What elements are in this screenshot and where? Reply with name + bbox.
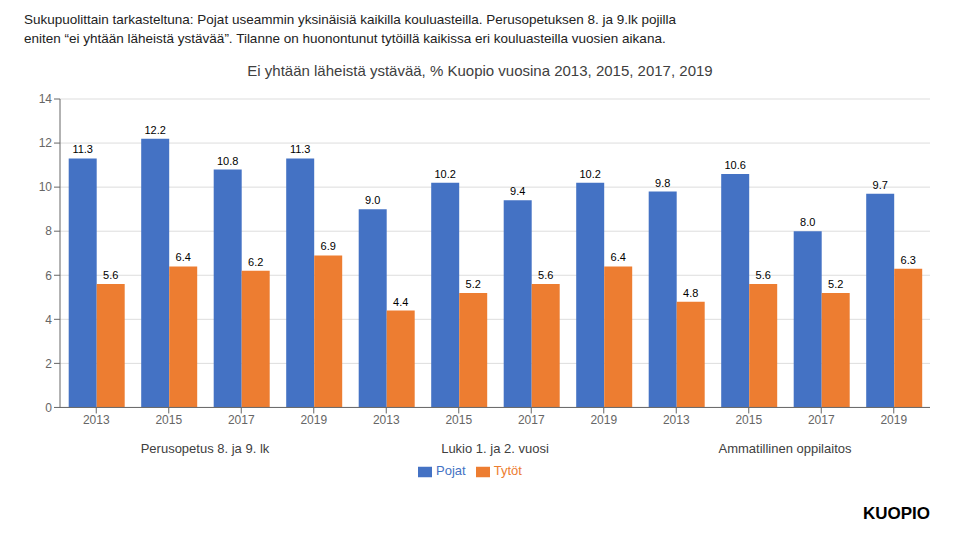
svg-text:12: 12 — [39, 136, 53, 150]
svg-text:8: 8 — [45, 224, 52, 238]
svg-text:6.4: 6.4 — [176, 251, 191, 263]
html-text:Tytöt: Tytöt — [493, 463, 522, 479]
svg-text:10.2: 10.2 — [579, 168, 600, 180]
svg-text:5.2: 5.2 — [828, 278, 843, 290]
svg-text:2019: 2019 — [590, 413, 617, 427]
svg-text:10.6: 10.6 — [724, 159, 745, 171]
svg-text:4.4: 4.4 — [393, 296, 408, 308]
svg-text:9.7: 9.7 — [873, 179, 888, 191]
svg-text:14: 14 — [39, 92, 53, 106]
svg-text:Lukio 1. ja 2. vuosi: Lukio 1. ja 2. vuosi — [441, 441, 549, 456]
html-text:Sukupuolittain tarkasteltuna:: Sukupuolittain tarkasteltuna: Pojat usea… — [24, 12, 677, 27]
svg-text:2015: 2015 — [155, 413, 182, 427]
svg-text:11.3: 11.3 — [72, 143, 93, 155]
svg-text:0: 0 — [45, 401, 52, 415]
svg-text:2013: 2013 — [83, 413, 110, 427]
svg-text:Ammatillinen oppilaitos: Ammatillinen oppilaitos — [719, 441, 852, 456]
svg-text:9.4: 9.4 — [510, 185, 525, 197]
svg-text:9.0: 9.0 — [365, 194, 380, 206]
html-text:KUOPIO: KUOPIO — [862, 504, 930, 523]
svg-text:5.6: 5.6 — [538, 269, 553, 281]
svg-text:10: 10 — [39, 180, 53, 194]
svg-text:2019: 2019 — [880, 413, 907, 427]
svg-text:5.6: 5.6 — [756, 269, 771, 281]
svg-text:5.6: 5.6 — [103, 269, 118, 281]
svg-text:12.2: 12.2 — [144, 124, 165, 136]
html-text:Ei yhtään läheistä ystävää, %: Ei yhtään läheistä ystävää, % Kuopio vuo… — [247, 62, 713, 79]
svg-text:2017: 2017 — [228, 413, 255, 427]
html-text:Pojat: Pojat — [436, 463, 466, 479]
svg-text:4.8: 4.8 — [683, 287, 698, 299]
svg-text:2: 2 — [45, 357, 52, 371]
svg-text:Perusopetus 8. ja 9. lk: Perusopetus 8. ja 9. lk — [141, 441, 270, 456]
svg-text:8.0: 8.0 — [800, 216, 815, 228]
svg-text:2013: 2013 — [663, 413, 690, 427]
svg-text:6.2: 6.2 — [248, 256, 263, 268]
html-text:eniten “ei yhtään läheistä yst: eniten “ei yhtään läheistä ystävää”. Til… — [24, 31, 666, 46]
svg-text:4: 4 — [45, 313, 52, 327]
svg-text:6.3: 6.3 — [901, 254, 916, 266]
svg-text:5.2: 5.2 — [466, 278, 481, 290]
svg-text:2015: 2015 — [735, 413, 762, 427]
svg-text:6.4: 6.4 — [611, 251, 626, 263]
svg-text:2015: 2015 — [445, 413, 472, 427]
svg-text:10.2: 10.2 — [434, 168, 455, 180]
svg-text:2013: 2013 — [373, 413, 400, 427]
svg-text:2017: 2017 — [808, 413, 835, 427]
svg-text:10.8: 10.8 — [217, 155, 238, 167]
svg-text:6.9: 6.9 — [321, 240, 336, 252]
svg-text:9.8: 9.8 — [655, 177, 670, 189]
svg-text:11.3: 11.3 — [290, 143, 311, 155]
svg-text:6: 6 — [45, 269, 52, 283]
svg-text:2017: 2017 — [518, 413, 545, 427]
svg-text:2019: 2019 — [300, 413, 327, 427]
